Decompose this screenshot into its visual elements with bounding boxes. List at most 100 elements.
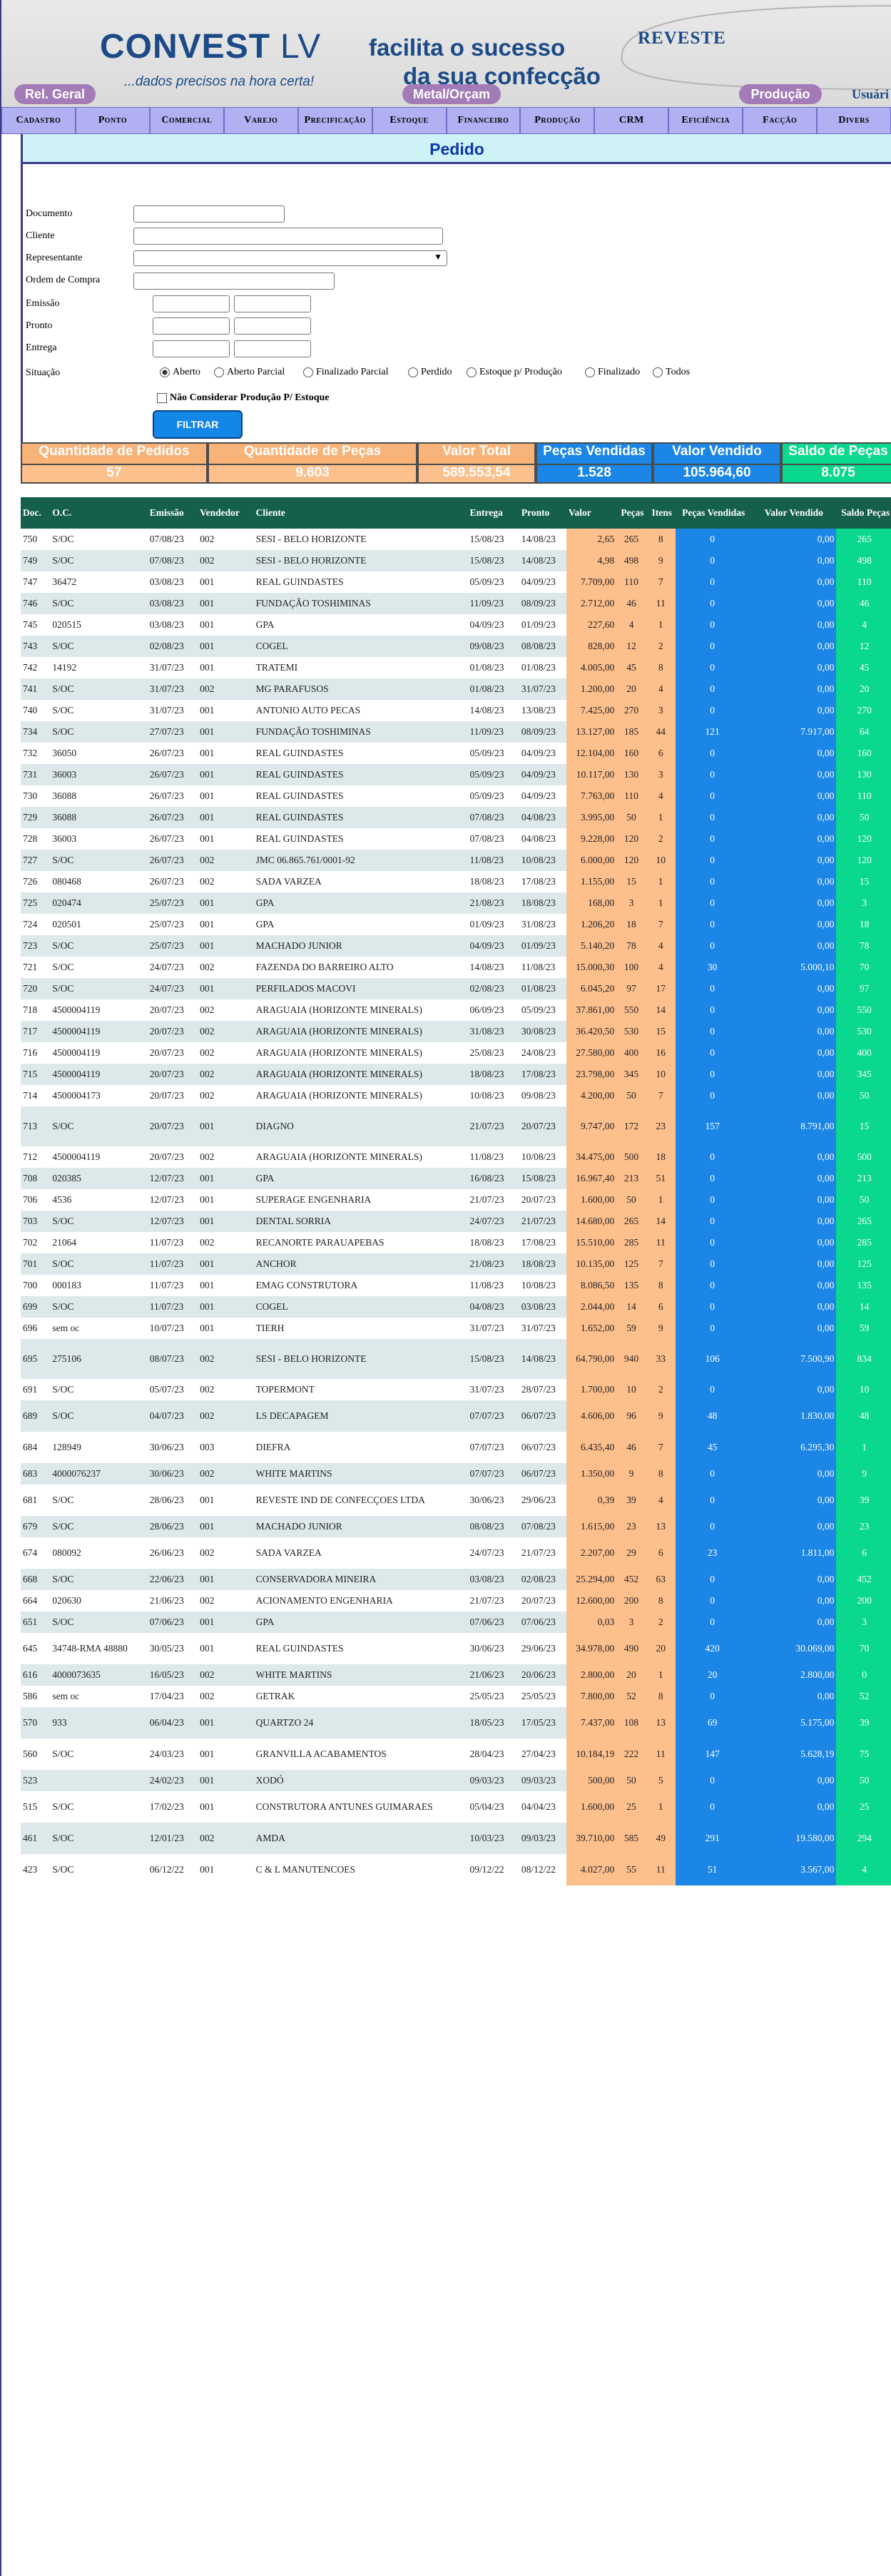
table-row[interactable]: 695 275106 08/07/23 002 SESI - BELO HORIZONT… <box>21 1339 891 1379</box>
documento-input[interactable] <box>133 205 285 223</box>
table-row[interactable]: 741 S/OC 31/07/23 002 MG PARAFUSOS 01/08/23 31… <box>21 678 891 700</box>
table-row[interactable]: 515 S/OC 17/02/23 001 CONSTRUTORA ANTUNES GU… <box>21 1791 891 1823</box>
table-row[interactable]: 683 4000076237 30/06/23 002 WHITE MARTINS 07/… <box>21 1463 891 1485</box>
table-row[interactable]: 570 933 06/04/23 001 QUARTZO 24 18/05/23 17/05… <box>21 1707 891 1738</box>
menu-item-7[interactable]: Produção <box>520 107 595 134</box>
table-row[interactable]: 423 S/OC 06/12/22 001 C & L MANUTENCOES 09/12… <box>21 1854 891 1885</box>
situacao-radio-4[interactable]: Estoque p/ Produção <box>467 367 562 378</box>
situacao-radio-5[interactable]: Finalizado <box>585 367 640 378</box>
column-header-9[interactable]: Itens <box>646 497 676 529</box>
representante-select[interactable]: ▼ <box>133 250 447 266</box>
table-row[interactable]: 560 S/OC 24/03/23 001 GRANVILLA ACABAMENTOS 2… <box>21 1738 891 1770</box>
column-header-7[interactable]: Valor <box>566 497 617 529</box>
menu-item-6[interactable]: Financeiro <box>446 107 521 134</box>
table-row[interactable]: 724 020501 25/07/23 001 GPA 01/09/23 31/08/23 1… <box>21 914 891 935</box>
emissao-from-input[interactable] <box>153 295 230 312</box>
table-row[interactable]: 616 4000073635 16/05/23 002 WHITE MARTINS 21/… <box>21 1664 891 1686</box>
table-row[interactable]: 729 36088 26/07/23 001 REAL GUINDASTES 07/08/… <box>21 807 891 828</box>
table-row[interactable]: 732 36050 26/07/23 001 REAL GUINDASTES 05/09/… <box>21 743 891 764</box>
column-header-5[interactable]: Entrega <box>467 497 519 529</box>
table-row[interactable]: 699 S/OC 11/07/23 001 COGEL 04/08/23 03/08/23 2… <box>21 1296 891 1318</box>
column-header-2[interactable]: Emissão <box>147 497 198 529</box>
menu-item-10[interactable]: Facção <box>743 107 818 134</box>
cliente-input[interactable] <box>133 228 443 245</box>
column-header-11[interactable]: Valor Vendido <box>749 497 837 529</box>
menu-item-0[interactable]: Cadastro <box>1 107 76 134</box>
user-label[interactable]: Usuári <box>852 87 890 101</box>
table-row[interactable]: 716 4500004119 20/07/23 002 ARAGUAIA (HORIZO… <box>21 1042 891 1064</box>
nao-considerar-checkbox[interactable]: Não Considerar Produção P/ Estoque <box>157 392 330 404</box>
menu-item-5[interactable]: Estoque <box>372 107 447 134</box>
table-row[interactable]: 720 S/OC 24/07/23 001 PERFILADOS MACOVI 02/08… <box>21 978 891 999</box>
metal-orcam-button[interactable]: Metal/Orçam <box>402 84 501 104</box>
table-row[interactable]: 645 34748-RMA 48880 30/05/23 001 REAL GUINDA… <box>21 1633 891 1664</box>
situacao-radio-6[interactable]: Todos <box>653 367 690 378</box>
pronto-to-input[interactable] <box>234 317 311 335</box>
table-row[interactable]: 691 S/OC 05/07/23 002 TOPERMONT 31/07/23 28/07… <box>21 1379 891 1400</box>
menu-item-11[interactable]: Divers <box>817 107 891 134</box>
table-row[interactable]: 461 S/OC 12/01/23 002 AMDA 10/03/23 09/03/23 39… <box>21 1823 891 1854</box>
table-row[interactable]: 743 S/OC 02/08/23 001 COGEL 09/08/23 08/08/23 8… <box>21 636 891 657</box>
table-row[interactable]: 734 S/OC 27/07/23 001 FUNDAÇÃO TOSHIMINAS 11/… <box>21 721 891 743</box>
producao-button[interactable]: Produção <box>739 84 822 104</box>
table-row[interactable]: 740 S/OC 31/07/23 001 ANTONIO AUTO PECAS 14/0… <box>21 700 891 721</box>
rel-geral-button[interactable]: Rel. Geral <box>14 84 96 104</box>
menu-item-2[interactable]: Comercial <box>149 107 224 134</box>
table-row[interactable]: 696 sem oc 10/07/23 001 TIERH 31/07/23 31/07/2… <box>21 1318 891 1339</box>
table-row[interactable]: 750 S/OC 07/08/23 002 SESI - BELO HORIZONTE 1… <box>21 529 891 550</box>
emissao-to-input[interactable] <box>234 295 311 312</box>
situacao-radio-2[interactable]: Finalizado Parcial <box>303 367 388 378</box>
table-row[interactable]: 728 36003 26/07/23 001 REAL GUINDASTES 07/08/… <box>21 828 891 850</box>
column-header-6[interactable]: Pronto <box>519 497 566 529</box>
table-row[interactable]: 712 4500004119 20/07/23 002 ARAGUAIA (HORIZO… <box>21 1146 891 1168</box>
table-row[interactable]: 700 000183 11/07/23 001 EMAG CONSTRUTORA 11/0… <box>21 1275 891 1296</box>
table-row[interactable]: 714 4500004173 20/07/23 002 ARAGUAIA (HORIZO… <box>21 1085 891 1106</box>
table-row[interactable]: 715 4500004119 20/07/23 002 ARAGUAIA (HORIZO… <box>21 1064 891 1085</box>
entrega-from-input[interactable] <box>153 340 230 357</box>
table-row[interactable]: 730 36088 26/07/23 001 REAL GUINDASTES 05/09/… <box>21 785 891 807</box>
ordem-compra-input[interactable] <box>133 273 335 290</box>
table-row[interactable]: 586 sem oc 17/04/23 002 GETRAK 25/05/23 25/05/… <box>21 1686 891 1707</box>
menu-item-8[interactable]: CRM <box>594 107 669 134</box>
column-header-8[interactable]: Peças <box>616 497 646 529</box>
table-row[interactable]: 718 4500004119 20/07/23 002 ARAGUAIA (HORIZO… <box>21 999 891 1021</box>
column-header-3[interactable]: Vendedor <box>198 497 254 529</box>
column-header-10[interactable]: Peças Vendidas <box>675 497 750 529</box>
table-row[interactable]: 717 4500004119 20/07/23 002 ARAGUAIA (HORIZO… <box>21 1021 891 1042</box>
table-row[interactable]: 651 S/OC 07/06/23 001 GPA 07/06/23 07/06/23 0,0… <box>21 1612 891 1633</box>
table-row[interactable]: 721 S/OC 24/07/23 002 FAZENDA DO BARREIRO AL… <box>21 957 891 978</box>
entrega-to-input[interactable] <box>234 340 311 357</box>
table-row[interactable]: 745 020515 03/08/23 001 GPA 04/09/23 01/09/23 2… <box>21 614 891 636</box>
logo[interactable]: CONVEST LV <box>100 28 322 66</box>
table-row[interactable]: 713 S/OC 20/07/23 001 DIAGNO 21/07/23 20/07/23… <box>21 1106 891 1146</box>
table-row[interactable]: 684 128949 30/06/23 003 DIEFRA 07/07/23 06/07/… <box>21 1432 891 1463</box>
table-row[interactable]: 749 S/OC 07/08/23 002 SESI - BELO HORIZONTE 1… <box>21 550 891 571</box>
menu-item-4[interactable]: Precificação <box>297 107 372 134</box>
table-row[interactable]: 725 020474 25/07/23 001 GPA 21/08/23 18/08/23 1… <box>21 892 891 914</box>
column-header-0[interactable]: Doc. <box>21 497 51 529</box>
table-row[interactable]: 706 4536 12/07/23 001 SUPERAGE ENGENHARIA 21/… <box>21 1189 891 1211</box>
table-row[interactable]: 668 S/OC 22/06/23 001 CONSERVADORA MINEIRA 03… <box>21 1569 891 1590</box>
table-row[interactable]: 708 020385 12/07/23 001 GPA 16/08/23 15/08/23 1… <box>21 1168 891 1189</box>
table-row[interactable]: 702 21064 11/07/23 002 RECANORTE PARAUAPEBAS… <box>21 1232 891 1253</box>
pronto-from-input[interactable] <box>153 317 230 335</box>
situacao-radio-0[interactable]: Aberto <box>160 367 200 378</box>
table-row[interactable]: 701 S/OC 11/07/23 001 ANCHOR 21/08/23 18/08/23… <box>21 1253 891 1275</box>
menu-item-9[interactable]: Eficiência <box>668 107 743 134</box>
table-row[interactable]: 742 14192 31/07/23 001 TRATEMI 01/08/23 01/08/… <box>21 657 891 678</box>
column-header-4[interactable]: Cliente <box>253 497 468 529</box>
table-row[interactable]: 664 020630 21/06/23 002 ACIONAMENTO ENGENHAR… <box>21 1590 891 1612</box>
table-row[interactable]: 674 080092 26/06/23 002 SADA VARZEA 24/07/23 2… <box>21 1537 891 1569</box>
table-row[interactable]: 723 S/OC 25/07/23 001 MACHADO JUNIOR 04/09/23… <box>21 935 891 957</box>
table-row[interactable]: 726 080468 26/07/23 002 SADA VARZEA 18/08/23 1… <box>21 871 891 892</box>
filtrar-button[interactable]: FILTRAR <box>153 410 243 439</box>
table-row[interactable]: 746 S/OC 03/08/23 001 FUNDAÇÃO TOSHIMINAS 11/… <box>21 593 891 614</box>
table-row[interactable]: 679 S/OC 28/06/23 001 MACHADO JUNIOR 08/08/23… <box>21 1516 891 1537</box>
situacao-radio-1[interactable]: Aberto Parcial <box>214 367 285 378</box>
situacao-radio-3[interactable]: Perdido <box>408 367 452 378</box>
table-row[interactable]: 703 S/OC 12/07/23 001 DENTAL SORRIA 24/07/23 2… <box>21 1211 891 1232</box>
table-row[interactable]: 523 24/02/23 001 XODÓ 09/03/23 09/03/23 500,00… <box>21 1770 891 1791</box>
table-row[interactable]: 731 36003 26/07/23 001 REAL GUINDASTES 05/09/… <box>21 764 891 785</box>
table-row[interactable]: 681 S/OC 28/06/23 001 REVESTE IND DE CONFECÇ… <box>21 1485 891 1516</box>
table-row[interactable]: 747 36472 03/08/23 001 REAL GUINDASTES 05/09/… <box>21 571 891 593</box>
